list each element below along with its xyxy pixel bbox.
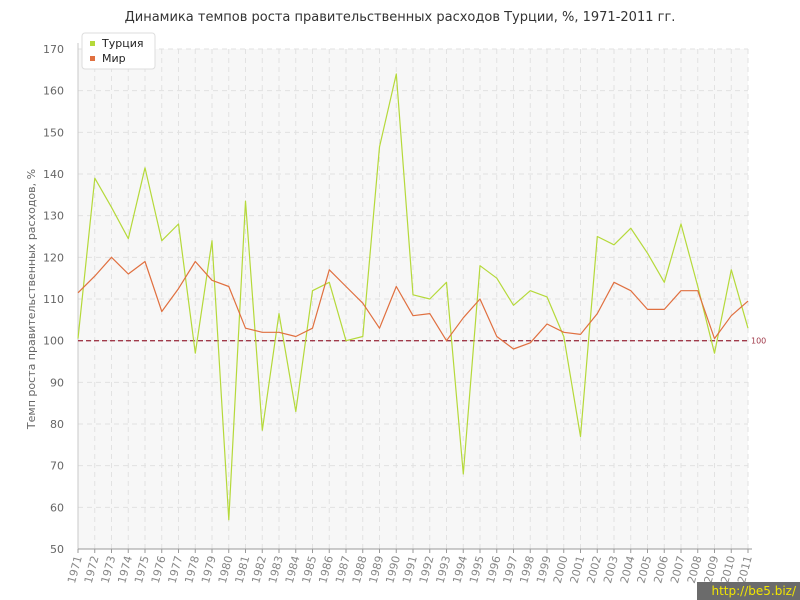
y-tick-label: 150 bbox=[43, 126, 64, 139]
y-tick-label: 140 bbox=[43, 168, 64, 181]
legend: Турция Мир bbox=[81, 32, 156, 70]
watermark-link[interactable]: http://be5.biz/ bbox=[697, 582, 800, 600]
series-line-turkey bbox=[77, 73, 749, 521]
legend-label: Мир bbox=[102, 52, 126, 65]
y-tick-label: 110 bbox=[43, 293, 64, 306]
legend-label: Турция bbox=[101, 37, 143, 50]
y-tick-label: 170 bbox=[43, 43, 64, 56]
chart-title: Динамика темпов роста правительственных … bbox=[124, 10, 676, 25]
legend-swatch bbox=[90, 41, 95, 46]
y-tick-label: 70 bbox=[50, 460, 64, 473]
y-tick-label: 100 bbox=[43, 335, 64, 348]
y-tick-label: 50 bbox=[50, 543, 64, 556]
reference-line-group: 100 bbox=[78, 337, 766, 346]
y-tick-label: 60 bbox=[50, 501, 64, 514]
y-tick-label: 90 bbox=[50, 376, 64, 389]
reference-line-label: 100 bbox=[751, 337, 766, 346]
y-tick-label: 130 bbox=[43, 210, 64, 223]
x-tick-label: 2011 bbox=[735, 554, 755, 584]
y-axis-title: Темп роста правительственных расходов, % bbox=[25, 169, 38, 430]
grid bbox=[77, 48, 749, 550]
series-line-world bbox=[77, 256, 749, 350]
series-group bbox=[77, 73, 749, 521]
legend-box bbox=[81, 32, 156, 70]
y-tick-label: 80 bbox=[50, 418, 64, 431]
legend-swatch bbox=[90, 56, 95, 61]
y-tick-label: 120 bbox=[43, 251, 64, 264]
y-tick-label: 160 bbox=[43, 85, 64, 98]
